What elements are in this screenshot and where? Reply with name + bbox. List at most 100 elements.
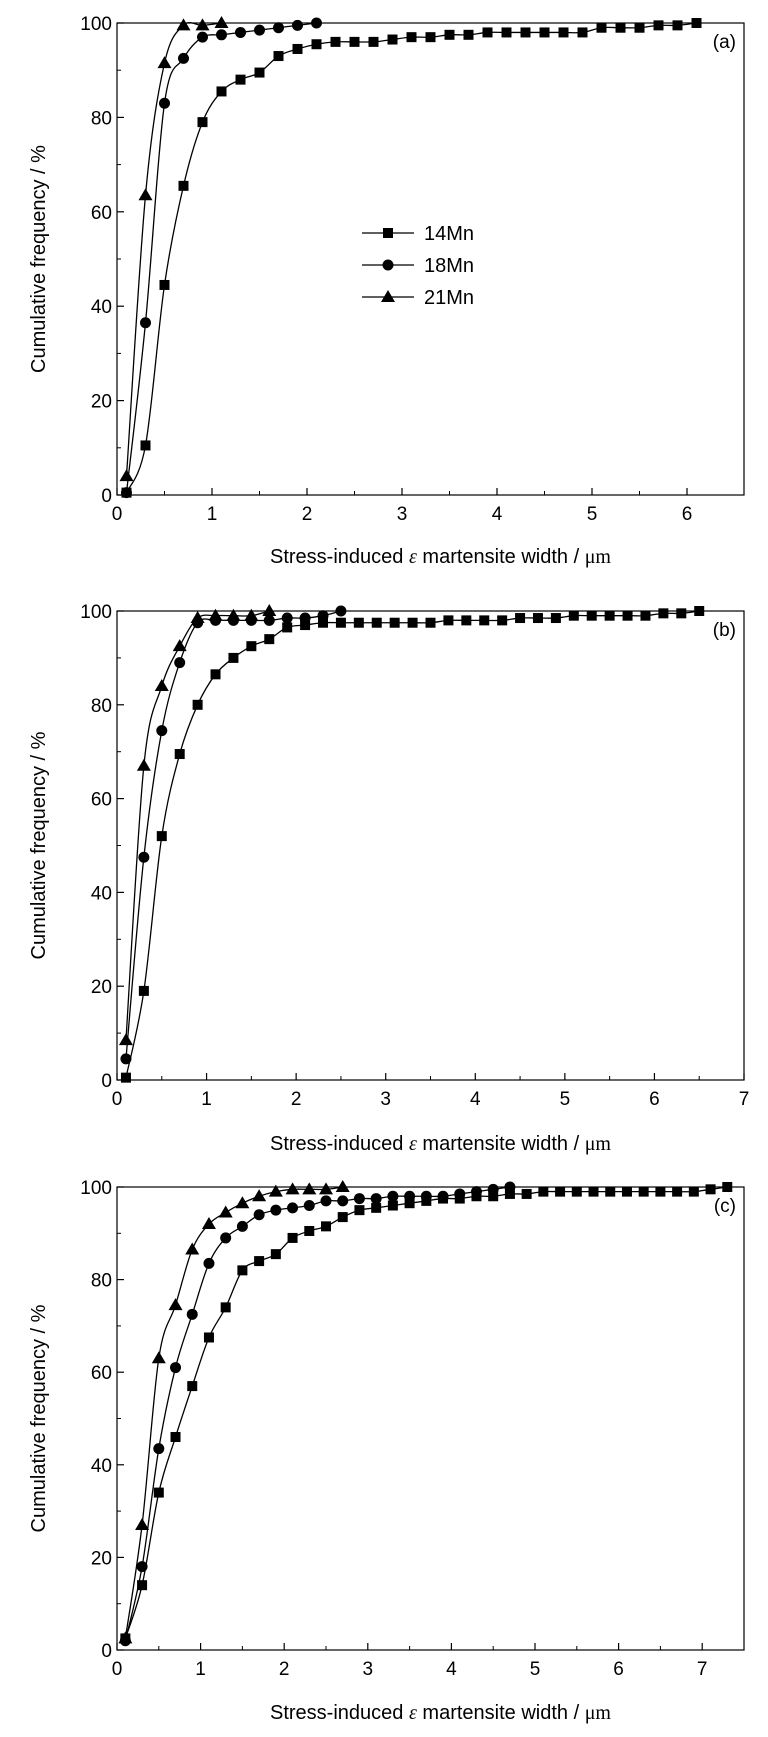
x-tick-label: 3 (363, 1659, 374, 1680)
data-point (694, 606, 705, 616)
y-tick-label: 40 (91, 297, 112, 318)
data-point (136, 1561, 148, 1573)
data-point (220, 1232, 232, 1244)
x-tick-label: 0 (112, 1659, 123, 1680)
x-tick-label: 0 (112, 1089, 123, 1110)
data-point (263, 614, 275, 626)
data-point (539, 27, 550, 38)
data-point (299, 612, 311, 624)
data-point (658, 608, 669, 619)
x-tick-label: 3 (380, 1089, 391, 1110)
data-point (137, 1580, 148, 1591)
data-point (317, 610, 329, 622)
data-point (237, 1265, 248, 1276)
data-point (321, 1221, 331, 1232)
data-point (691, 18, 702, 28)
x-tick-label: 6 (613, 1659, 624, 1680)
data-point (370, 1193, 382, 1205)
data-point (138, 985, 149, 996)
data-point (254, 67, 265, 78)
series-line (125, 610, 700, 1078)
data-point (425, 617, 436, 628)
data-point (246, 641, 257, 652)
data-point (303, 1200, 315, 1212)
data-point (389, 617, 400, 628)
data-point (470, 1186, 482, 1198)
legend-marker (383, 228, 393, 238)
data-point (404, 1190, 416, 1202)
data-point (273, 22, 284, 34)
data-point (119, 469, 134, 482)
data-point (244, 608, 259, 621)
x-tick-label: 1 (201, 1089, 212, 1110)
x-tick-label: 6 (682, 504, 693, 525)
data-point (577, 27, 588, 38)
data-point (420, 1190, 432, 1202)
data-point (487, 1183, 499, 1195)
x-axis-title: Stress-induced ε martensite width / μm (270, 1133, 611, 1155)
data-point (302, 1182, 317, 1195)
x-tick-label: 6 (649, 1089, 660, 1110)
data-point (504, 1188, 515, 1199)
data-point (252, 1189, 267, 1202)
y-tick-label: 40 (91, 1456, 112, 1477)
data-point (281, 612, 293, 624)
data-point (558, 27, 569, 38)
y-tick-label: 60 (91, 203, 112, 224)
data-point (311, 39, 322, 50)
data-point (236, 1220, 248, 1232)
data-point (596, 22, 607, 33)
data-point (335, 1180, 350, 1192)
data-point (168, 1298, 183, 1311)
data-point (454, 1188, 466, 1200)
data-point (586, 610, 597, 621)
data-point (318, 617, 329, 628)
y-axis-title: Cumulative frequency / % (28, 731, 50, 959)
data-point (672, 20, 683, 31)
data-point (282, 622, 293, 633)
data-point (353, 1193, 365, 1205)
data-point (254, 1256, 265, 1267)
data-point (214, 16, 229, 28)
data-point (640, 610, 651, 621)
data-point (515, 613, 526, 624)
data-point (604, 610, 615, 621)
x-tick-label: 0 (112, 504, 123, 525)
data-point (311, 17, 322, 29)
data-point (287, 1202, 299, 1214)
data-point (201, 1217, 216, 1230)
data-point (287, 1232, 298, 1243)
data-point (371, 617, 382, 628)
data-point (497, 615, 508, 626)
data-point (488, 1191, 499, 1202)
y-tick-label: 100 (80, 1178, 112, 1199)
data-point (482, 27, 493, 38)
legend-label: 14Mn (424, 223, 474, 245)
series-18Mn (120, 605, 347, 1065)
x-axis-title: Stress-induced ε martensite width / μm (270, 1702, 611, 1724)
x-axis-title: Stress-induced ε martensite width / μm (270, 546, 611, 568)
panel-b: 0 1 2 3 4 5 6 7 0 20 40 60 80 100 Stress-induced ε mar… (28, 602, 749, 1155)
data-point (571, 1186, 582, 1197)
panel-c: 0 1 2 3 4 5 6 7 0 20 40 60 80 100 Stress-induced ε mar… (28, 1178, 745, 1724)
data-point (228, 652, 239, 663)
x-tick-label: 5 (587, 504, 598, 525)
data-point (226, 608, 241, 621)
data-point (501, 27, 512, 38)
data-point (235, 26, 246, 38)
data-point (156, 725, 168, 737)
data-point (203, 1332, 214, 1343)
data-point (354, 1205, 365, 1216)
data-point (371, 1202, 382, 1213)
data-point (532, 613, 543, 624)
data-point (521, 1188, 532, 1199)
data-point (550, 613, 561, 624)
data-point (538, 1186, 549, 1197)
data-point (615, 22, 626, 33)
x-tick-label: 5 (560, 1089, 571, 1110)
data-point (638, 1186, 649, 1197)
panel-label: (b) (713, 620, 736, 641)
data-point (722, 1182, 733, 1192)
data-point (157, 56, 172, 69)
